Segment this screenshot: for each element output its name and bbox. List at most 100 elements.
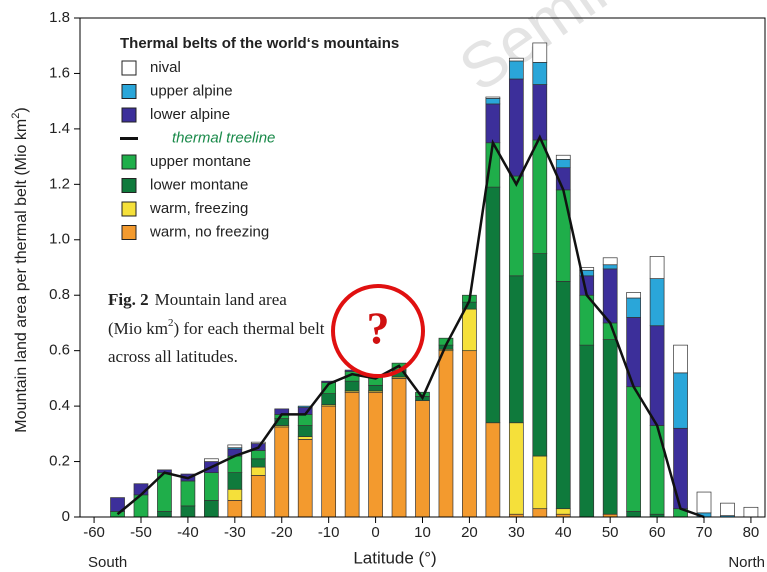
legend-label: upper montane <box>150 153 251 170</box>
legend-title: Thermal belts of the world‘s mountains <box>120 35 399 52</box>
legend-label: upper alpine <box>150 82 233 99</box>
bar-segment <box>204 458 219 462</box>
bar-segment <box>602 257 618 266</box>
bar-segment <box>227 472 243 490</box>
bar-segment <box>626 292 641 299</box>
y-tick-label: 1.6 <box>49 64 70 81</box>
bar-segment <box>508 175 524 277</box>
bar-segment <box>555 281 571 510</box>
question-circle <box>331 284 425 378</box>
caption-bold: Fig. 2 <box>108 290 149 309</box>
south-label: South <box>88 554 127 571</box>
bar-segment <box>532 139 548 254</box>
plot-area <box>110 42 759 519</box>
bar-segment <box>297 439 313 518</box>
x-tick-label: -60 <box>83 524 105 541</box>
bar-segment <box>391 378 407 518</box>
bar-segment <box>508 57 524 62</box>
bar-segment <box>462 350 477 518</box>
legend-swatch <box>121 107 137 123</box>
caption-line: Mountain land area <box>155 290 288 309</box>
y-tick-label: 1.8 <box>49 9 70 26</box>
bar-segment <box>532 455 548 510</box>
bar-segment <box>720 502 735 516</box>
legend-label: warm, no freezing <box>149 223 269 240</box>
bar-segment <box>110 497 125 512</box>
y-tick-label: 0.4 <box>49 397 70 414</box>
legend-swatch <box>121 154 137 170</box>
x-tick-label: 30 <box>508 524 525 541</box>
bar-segment <box>180 480 196 507</box>
caption-line: ) for each thermal belt <box>173 319 324 338</box>
x-tick-label: 20 <box>461 524 478 541</box>
bar-segment <box>462 308 477 352</box>
legend-swatch <box>121 201 137 217</box>
caption: (Mio km2) for each thermal belt <box>108 317 325 338</box>
bar-segment <box>508 422 524 515</box>
bar-segment <box>626 297 641 318</box>
bar-segment <box>227 500 243 518</box>
bar-segment <box>297 414 313 426</box>
bar-segment <box>508 60 524 80</box>
bar-segment <box>673 344 688 374</box>
x-tick-label: 50 <box>602 524 619 541</box>
bar-segment <box>532 253 548 457</box>
bar-segment <box>438 350 454 518</box>
bar-segment <box>555 159 571 169</box>
y-tick-label: 1.0 <box>49 231 70 248</box>
legend-swatch <box>121 178 137 193</box>
y-tick-label: 0 <box>62 508 70 525</box>
bar-segment <box>227 488 243 501</box>
bar-segment <box>602 339 618 515</box>
bar-segment <box>250 458 266 468</box>
y-label-sup: 2 <box>10 113 22 119</box>
caption-sup: 2 <box>168 317 174 329</box>
north-label: North <box>728 554 765 571</box>
y-tick-label: 1.4 <box>49 120 70 137</box>
legend-swatch <box>121 84 137 99</box>
bar-segment <box>555 154 571 160</box>
legend-label: lower montane <box>150 176 248 193</box>
bar-segment <box>227 444 243 449</box>
bar-segment <box>673 427 688 510</box>
y-tick-label: 0.6 <box>49 342 70 359</box>
y-axis-label: Mountain land area per thermal belt (Mio… <box>10 107 30 432</box>
x-tick-label: -50 <box>130 524 152 541</box>
y-tick-label: 1.2 <box>49 175 70 192</box>
legend-swatch <box>121 60 137 76</box>
x-tick-label: 80 <box>743 524 760 541</box>
bar-segment <box>602 268 618 324</box>
bar-segment <box>602 264 618 270</box>
bar-segment <box>250 441 266 444</box>
legend-label: lower alpine <box>150 106 230 123</box>
caption-line: (Mio km <box>108 319 168 338</box>
bar-segment <box>485 422 501 518</box>
caption-line: across all latitudes. <box>108 347 238 366</box>
bar-segment <box>532 42 548 63</box>
treeline <box>116 134 705 519</box>
x-tick-label: 40 <box>555 524 572 541</box>
bar-segment <box>485 103 501 144</box>
bar-segment <box>274 426 290 518</box>
bar-segment <box>485 186 501 424</box>
question-mark: ? <box>367 303 390 354</box>
bar-segment <box>250 466 266 476</box>
bar-segment <box>485 98 501 105</box>
bar-segment <box>415 400 430 518</box>
y-tick-label: 0.8 <box>49 286 70 303</box>
caption: Fig. 2 Mountain land area <box>108 290 287 309</box>
bar-segment <box>626 386 641 512</box>
bar-segment <box>532 84 548 141</box>
bar-segment <box>368 391 383 518</box>
bar-segment <box>344 391 360 518</box>
y-tick-label: 0.2 <box>49 453 70 470</box>
y-label-text: ) <box>13 107 30 112</box>
bar-segment <box>204 472 219 501</box>
bar-segment <box>344 380 360 392</box>
x-tick-label: -40 <box>177 524 199 541</box>
bar-segment <box>485 96 501 99</box>
x-tick-label: 70 <box>696 524 713 541</box>
bar-segment <box>204 500 219 518</box>
legend-label: nival <box>150 59 181 76</box>
